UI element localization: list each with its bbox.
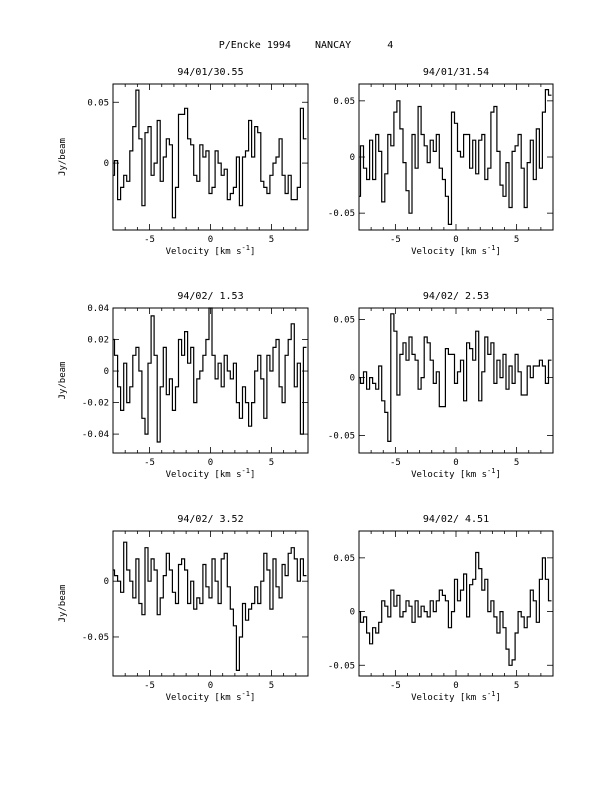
y-tick-label: 0.05 — [333, 97, 355, 107]
x-axis-label: Velocity [km s-1] — [411, 690, 501, 703]
spectrum-series — [359, 89, 552, 225]
y-axis-label: Jy/beam — [58, 585, 68, 623]
x-tick-label: 0 — [208, 681, 213, 691]
x-tick-label: -5 — [144, 681, 155, 691]
chart-panel-2: 94/01/31.54 -5 0 5 -0.05 0 0.05 Velocity [km s-… — [328, 67, 554, 257]
x-tick-label: 0 — [208, 235, 213, 245]
x-tick-label: 5 — [269, 458, 274, 468]
spectrum-series — [113, 89, 307, 219]
y-tick-label: 0.05 — [333, 554, 355, 564]
x-tick-label: -5 — [390, 458, 401, 468]
x-tick-label: 5 — [269, 235, 274, 245]
y-tick-label: -0.05 — [328, 209, 355, 219]
y-tick-label: -0.05 — [328, 432, 355, 442]
y-axis-label: Jy/beam — [58, 138, 68, 176]
spectrum-series — [113, 541, 307, 671]
spectrum-series — [359, 313, 552, 442]
x-tick-label: 0 — [453, 681, 458, 691]
x-tick-label: -5 — [144, 235, 155, 245]
spectrum-series — [359, 551, 552, 666]
x-tick-label: 5 — [269, 681, 274, 691]
x-tick-label: -5 — [390, 681, 401, 691]
x-axis-label: Velocity [km s-1] — [411, 467, 501, 480]
panel-title: 94/02/ 1.53 — [177, 291, 243, 302]
x-axis-label: Velocity [km s-1] — [166, 244, 256, 257]
y-tick-label: 0.05 — [87, 98, 109, 108]
x-tick-label: -5 — [390, 235, 401, 245]
y-tick-label: -0.05 — [82, 633, 109, 643]
x-tick-label: 5 — [514, 235, 519, 245]
spectrum-series — [113, 307, 307, 443]
y-tick-label: 0 — [104, 367, 109, 377]
y-tick-label: 0 — [350, 153, 355, 163]
chart-panel-3: 94/02/ 1.53 -5 0 5 -0.04 -0.02 0 0.02 0.04 Veloci… — [58, 291, 309, 480]
x-axis-label: Velocity [km s-1] — [166, 690, 256, 703]
y-tick-label: -0.04 — [82, 430, 109, 440]
y-tick-label: 0.05 — [333, 316, 355, 326]
chart-panel-1: 94/01/30.55 -5 0 5 0 0.05 Velocity [km s-1] Jy/… — [58, 67, 309, 257]
x-axis-label: Velocity [km s-1] — [166, 467, 256, 480]
y-tick-label: 0 — [350, 374, 355, 384]
y-tick-label: 0.02 — [87, 336, 109, 346]
x-axis-label: Velocity [km s-1] — [411, 244, 501, 257]
x-tick-label: 0 — [208, 458, 213, 468]
panel-title: 94/01/31.54 — [423, 67, 489, 78]
y-tick-label: -0.02 — [82, 399, 109, 409]
x-tick-label: -5 — [144, 458, 155, 468]
y-tick-label: 0 — [104, 159, 109, 169]
panel-title: 94/02/ 4.51 — [423, 514, 489, 525]
y-tick-label: -0.05 — [328, 661, 355, 671]
x-tick-label: 0 — [453, 235, 458, 245]
panel-title: 94/02/ 2.53 — [423, 291, 489, 302]
x-tick-label: 0 — [453, 458, 458, 468]
x-tick-label: 5 — [514, 681, 519, 691]
chart-panel-4: 94/02/ 2.53 -5 0 5 -0.05 0 0.05 Velocity [km s-… — [328, 291, 554, 480]
y-axis-label: Jy/beam — [58, 362, 68, 400]
page-title: P/Encke 1994 NANCAY 4 — [219, 40, 394, 51]
panel-title: 94/01/30.55 — [177, 67, 243, 78]
plot-frame — [358, 530, 554, 677]
y-tick-label: 0 — [104, 577, 109, 587]
panel-title: 94/02/ 3.52 — [177, 514, 243, 525]
chart-panel-6: 94/02/ 4.51 -5 0 5 -0.05 0 0.05 Velocity [km s-… — [328, 514, 554, 703]
y-tick-label: 0 — [350, 608, 355, 618]
x-tick-label: 5 — [514, 458, 519, 468]
y-tick-label: 0.04 — [87, 304, 109, 314]
